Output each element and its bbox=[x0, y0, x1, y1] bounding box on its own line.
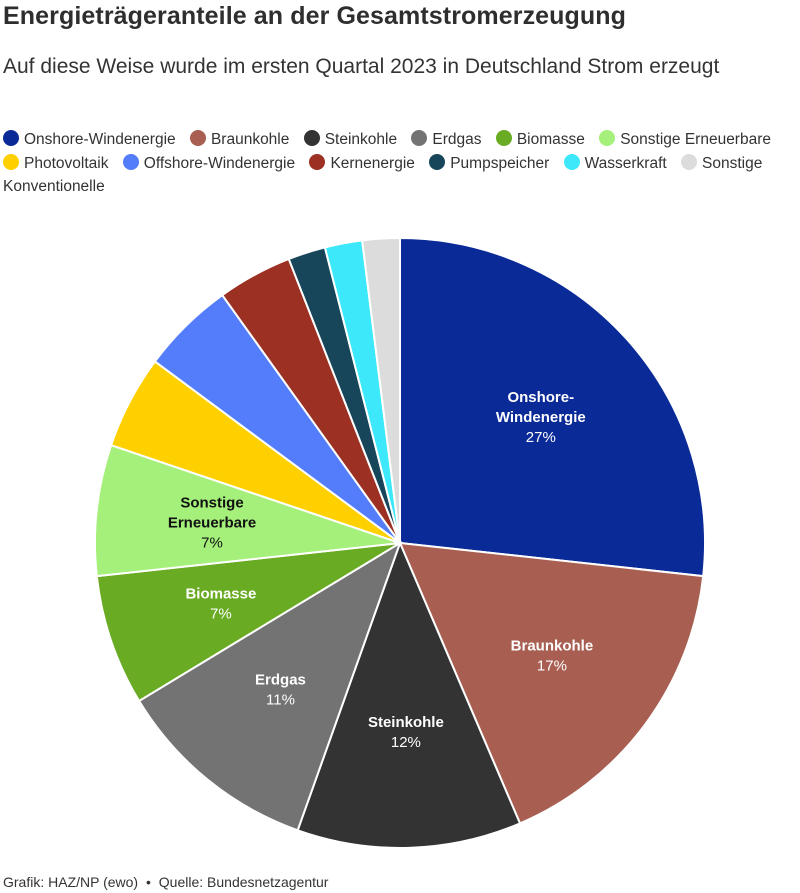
slice-value-label: 27% bbox=[526, 429, 556, 446]
pie-chart: Onshore- Windenergie 27% Braunkohle 17% Stein… bbox=[94, 236, 706, 849]
legend-item-biomasse: Biomasse bbox=[495, 130, 585, 148]
legend-swatch bbox=[429, 153, 446, 170]
legend-label: Wasserkraft bbox=[584, 154, 667, 172]
legend-item-sonstige-konventionelle: Sonstige Konventionelle bbox=[3, 153, 763, 196]
legend-swatch bbox=[309, 153, 326, 170]
legend-label: Offshore-Windenergie bbox=[143, 154, 296, 172]
chart-title: Energieträgeranteile an der Gesamtstrome… bbox=[3, 2, 627, 30]
legend-item-kernenergie: Kernenergie bbox=[309, 153, 415, 172]
pie-slice-sonstige-konventionelle bbox=[361, 236, 401, 544]
legend-swatch bbox=[189, 130, 206, 146]
legend-swatch bbox=[3, 130, 19, 146]
legend-label: Sonstige Konventionelle bbox=[3, 154, 763, 196]
legend-item-erdgas: Erdgas bbox=[411, 130, 482, 148]
legend-label: Sonstige Erneuerbare bbox=[620, 131, 771, 148]
footer-credit: Grafik: HAZ/NP (ewo) bbox=[3, 874, 139, 890]
slice-value-label: 11% bbox=[266, 692, 295, 709]
legend-swatch bbox=[3, 153, 19, 170]
pie-slice-onshore-windenergie bbox=[399, 236, 706, 578]
slice-value-label: 7% bbox=[210, 606, 232, 623]
slice-value-label: 17% bbox=[537, 658, 567, 675]
legend-swatch bbox=[411, 130, 428, 146]
chart-footer: Grafik: HAZ/NP (ewo) • Quelle: Bundesnet… bbox=[3, 874, 328, 890]
legend-item-photovoltaik: Photovoltaik bbox=[3, 153, 109, 172]
pie-slice-biomasse bbox=[95, 542, 401, 703]
slice-name-label: Erdgas bbox=[255, 672, 306, 689]
chart-legend: Onshore-Windenergie Braunkohle Steinkohl… bbox=[3, 128, 793, 199]
legend-label: Kernenergie bbox=[330, 154, 415, 172]
legend-label: Steinkohle bbox=[324, 131, 398, 148]
pie-slice-sonstige-erneuerbare bbox=[94, 443, 401, 578]
legend-swatch bbox=[563, 153, 580, 170]
legend-label: Photovoltaik bbox=[24, 154, 109, 172]
slice-name-label: Steinkohle bbox=[368, 714, 444, 731]
slice-name-label: Sonstige bbox=[180, 494, 243, 511]
chart-subtitle: Auf diese Weise wurde im ersten Quartal … bbox=[3, 55, 720, 78]
legend-label: Onshore-Windenergie bbox=[24, 131, 176, 148]
pie-slice-erdgas bbox=[137, 540, 402, 832]
slice-name-label: Windenergie bbox=[496, 409, 586, 426]
footer-source: Quelle: Bundesnetzagentur bbox=[158, 874, 329, 890]
legend-item-onshore-windenergie: Onshore-Windenergie bbox=[3, 130, 176, 148]
legend-label: Pumpspeicher bbox=[450, 154, 550, 172]
pie-slice-steinkohle bbox=[296, 540, 522, 849]
footer-separator: • bbox=[146, 874, 151, 890]
legend-item-offshore-windenergie: Offshore-Windenergie bbox=[122, 153, 296, 172]
legend-swatch bbox=[122, 153, 139, 170]
legend-label: Biomasse bbox=[516, 131, 585, 148]
legend-swatch bbox=[599, 130, 616, 146]
slice-name-label: Onshore- bbox=[507, 389, 574, 406]
legend-swatch bbox=[495, 130, 512, 146]
legend-swatch bbox=[303, 130, 320, 146]
legend-item-steinkohle: Steinkohle bbox=[303, 130, 398, 148]
legend-item-wasserkraft: Wasserkraft bbox=[563, 153, 667, 172]
slice-name-label: Biomasse bbox=[185, 586, 256, 603]
slice-name-label: Erneuerbare bbox=[168, 514, 256, 531]
legend-swatch bbox=[681, 153, 698, 170]
legend-item-pumpspeicher: Pumpspeicher bbox=[429, 153, 550, 172]
legend-item-sonstige-erneuerbare: Sonstige Erneuerbare bbox=[599, 130, 771, 148]
slice-name-label: Braunkohle bbox=[511, 638, 594, 655]
slice-value-label: 12% bbox=[391, 734, 421, 751]
pie-slice-braunkohle bbox=[398, 541, 705, 825]
slice-value-label: 7% bbox=[201, 534, 223, 551]
legend-item-braunkohle: Braunkohle bbox=[189, 130, 290, 148]
legend-label: Erdgas bbox=[432, 131, 482, 148]
legend-label: Braunkohle bbox=[210, 131, 290, 148]
